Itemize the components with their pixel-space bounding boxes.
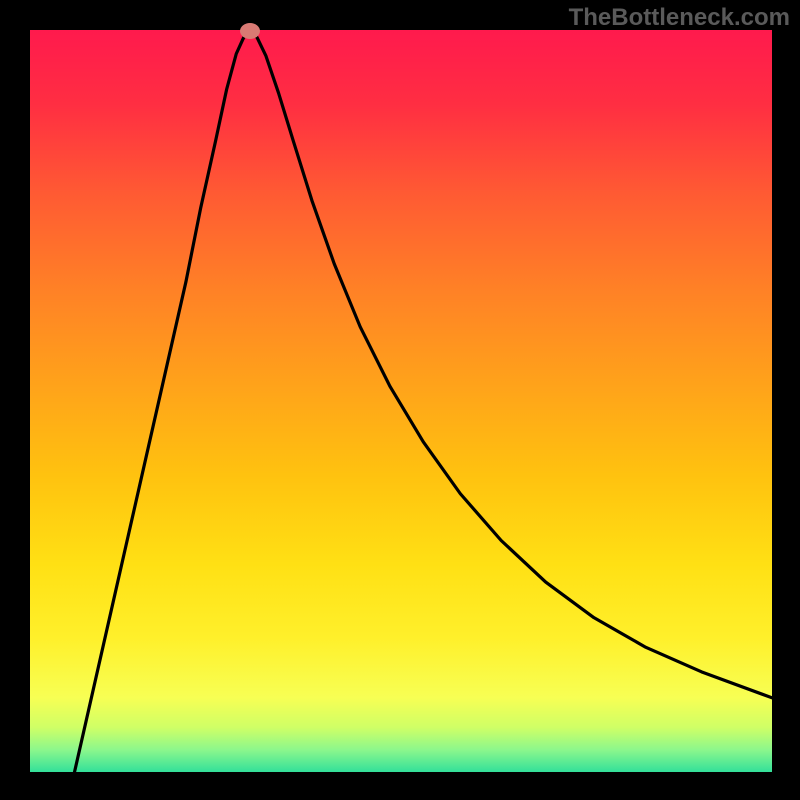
curve-line (30, 30, 772, 772)
minimum-marker (240, 23, 260, 39)
plot-area (30, 30, 772, 772)
chart-container: TheBottleneck.com (0, 0, 800, 800)
watermark-text: TheBottleneck.com (569, 4, 790, 32)
